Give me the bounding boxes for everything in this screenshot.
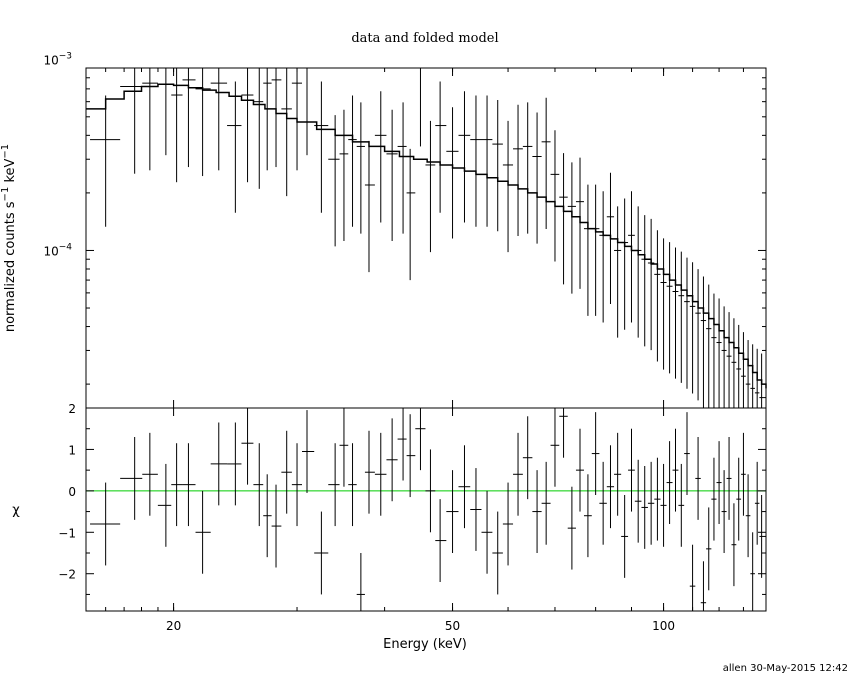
chart-title: data and folded model [351, 31, 498, 46]
bottom-panel-ticks: 20 50 100 2 1 0 −1 −2 [58, 402, 767, 633]
bottom-panel-frame [85, 407, 767, 612]
y-tick-label: 1 [68, 443, 76, 457]
y-tick-label: −2 [58, 568, 76, 582]
residual-series [90, 408, 766, 611]
bottom-y-axis-label: χ [12, 503, 20, 518]
footer-stamp: allen 30-May-2015 12:42 [723, 663, 848, 674]
x-tick-label: 100 [652, 619, 675, 633]
x-axis-label: Energy (keV) [383, 637, 467, 652]
y-tick-label: 10−3 [43, 51, 72, 67]
data-series [90, 67, 766, 408]
top-panel-ticks: 10−3 10−4 [43, 51, 767, 408]
y-tick-label: −1 [58, 526, 76, 540]
x-tick-label: 50 [445, 619, 460, 633]
y-tick-label: 2 [68, 402, 76, 416]
y-tick-label: 0 [68, 485, 76, 499]
top-y-axis-label: normalized counts s−1 keV−1 [0, 144, 18, 332]
y-tick-label: 10−4 [43, 242, 72, 258]
x-tick-label: 20 [166, 619, 181, 633]
